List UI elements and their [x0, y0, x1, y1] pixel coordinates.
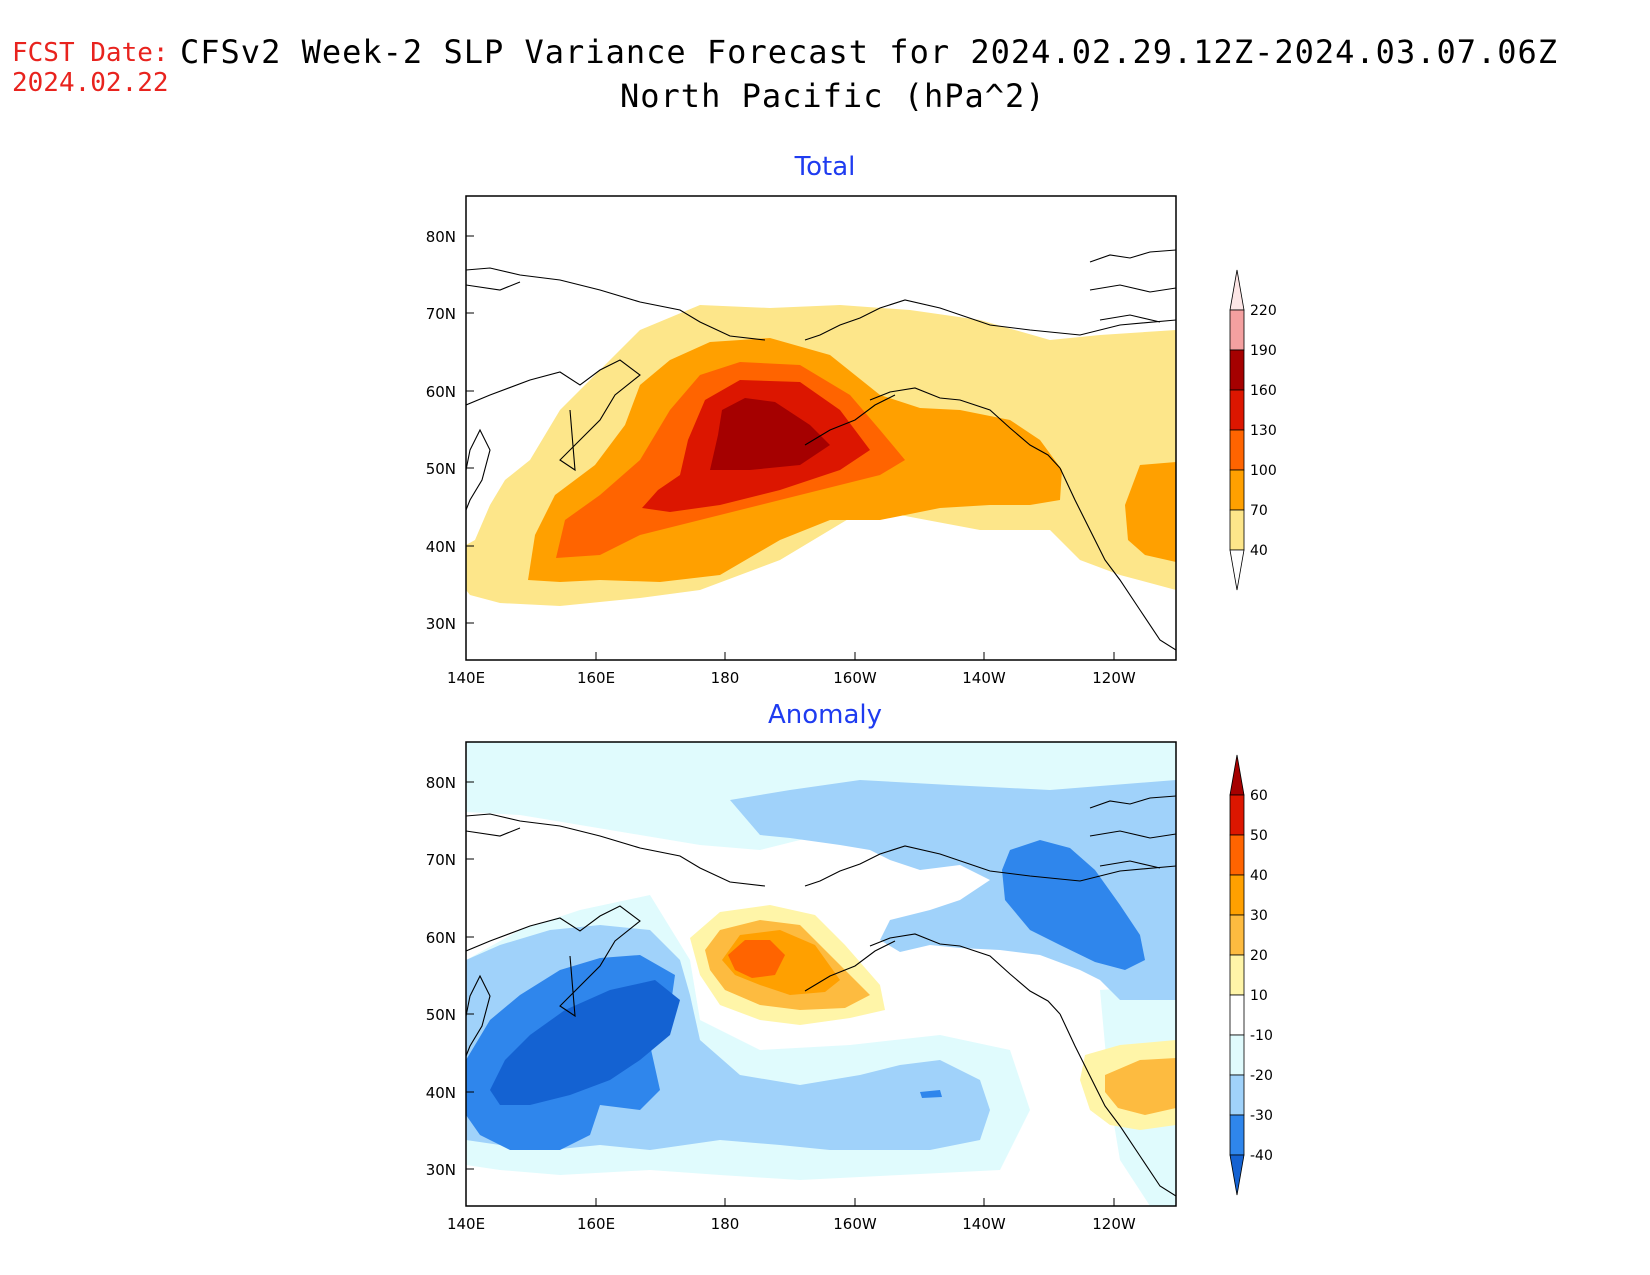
- colorbar-label: 50: [1250, 828, 1268, 844]
- colorbar-label: -30: [1250, 1108, 1273, 1124]
- lon-labels-total: 140E 160E 180 160W 140W 120W: [447, 669, 1136, 687]
- colorbar-label: -40: [1250, 1148, 1273, 1164]
- colorbar-swatch: [1229, 1074, 1245, 1116]
- lat-label: 70N: [426, 305, 456, 323]
- colorbar-swatch: [1229, 469, 1245, 511]
- colorbar-swatch: [1229, 1114, 1245, 1156]
- contour-total-160: [710, 398, 830, 470]
- figure-title: CFSv2 Week-2 SLP Variance Forecast for 2…: [180, 30, 1580, 118]
- lon-label: 140W: [962, 1215, 1006, 1233]
- lat-label: 30N: [426, 1161, 456, 1179]
- lat-label: 30N: [426, 615, 456, 633]
- lon-label: 160W: [833, 669, 877, 687]
- colorbar-label: 70: [1250, 503, 1268, 519]
- lon-label: 160E: [577, 1215, 615, 1233]
- forecast-date-value: 2024.02.22: [12, 68, 169, 98]
- title-line-1: CFSv2 Week-2 SLP Variance Forecast for 2…: [180, 33, 1559, 71]
- colorbar-label: 160: [1250, 383, 1277, 399]
- forecast-date-block: FCST Date: 2024.02.22: [12, 38, 169, 98]
- axis-ticks-anomaly: [465, 781, 1115, 1206]
- colorbar-label: 40: [1250, 543, 1268, 559]
- lon-label: 120W: [1092, 669, 1136, 687]
- colorbar-label: 20: [1250, 948, 1268, 964]
- lon-label: 140W: [962, 669, 1006, 687]
- colorbar-swatch: [1229, 509, 1245, 551]
- colorbar-swatch: [1229, 794, 1245, 836]
- lon-label: 140E: [447, 669, 485, 687]
- colorbar-label: -10: [1250, 1028, 1273, 1044]
- contour-anomaly-20-east: [1105, 1058, 1176, 1115]
- colorbar-swatch: [1229, 994, 1245, 1036]
- colorbar-swatch: [1229, 309, 1245, 351]
- panel-title-total: Total: [794, 152, 856, 182]
- colorbar-swatch: [1229, 874, 1245, 916]
- lat-labels-total: 80N 70N 60N 50N 40N 30N: [426, 228, 456, 633]
- colorbar-swatch: [1229, 549, 1245, 591]
- colorbar-swatch: [1229, 914, 1245, 956]
- colorbar-swatch: [1229, 954, 1245, 996]
- lat-label: 80N: [426, 774, 456, 792]
- lat-label: 40N: [426, 1084, 456, 1102]
- colorbar-label: 100: [1250, 463, 1277, 479]
- lon-label: 160E: [577, 669, 615, 687]
- lat-label: 70N: [426, 851, 456, 869]
- colorbar-swatch: [1229, 834, 1245, 876]
- contours-anomaly: [466, 742, 1176, 1206]
- lon-labels-anomaly: 140E 160E 180 160W 140W 120W: [447, 1215, 1136, 1233]
- contours-total: [466, 305, 1176, 606]
- colorbar-swatch: [1229, 389, 1245, 431]
- panel-title-anomaly: Anomaly: [767, 700, 883, 730]
- colorbar-labels-total: 220 190 160 130 100 70 40: [1250, 303, 1277, 559]
- colorbar-swatch: [1229, 754, 1245, 796]
- colorbar-label: 60: [1250, 788, 1268, 804]
- colorbar-label: 40: [1250, 868, 1268, 884]
- contour-anomaly-m30-east: [1002, 840, 1145, 970]
- colorbar-swatch: [1229, 429, 1245, 471]
- colorbar-label: 130: [1250, 423, 1277, 439]
- lat-labels-anomaly: 80N 70N 60N 50N 40N 30N: [426, 774, 456, 1179]
- colorbar-label: 30: [1250, 908, 1268, 924]
- contour-anomaly-m40-west: [490, 980, 680, 1105]
- map-panel-anomaly: 80N 70N 60N 50N 40N 30N 140E 160E 180 16…: [426, 741, 1273, 1233]
- contour-anomaly-40: [728, 940, 785, 978]
- lat-label: 40N: [426, 538, 456, 556]
- lat-label: 80N: [426, 228, 456, 246]
- map-panel-total: 80N 70N 60N 50N 40N 30N 140E 160E 180 16…: [426, 195, 1277, 687]
- colorbar-label: 220: [1250, 303, 1277, 319]
- colorbar-label: 10: [1250, 988, 1268, 1004]
- colorbar-labels-anomaly: 60 50 40 30 20 10 -10 -20 -30 -40: [1250, 788, 1273, 1164]
- colorbar-swatch: [1229, 1154, 1245, 1196]
- lon-label: 180: [711, 1215, 740, 1233]
- lon-label: 180: [711, 669, 740, 687]
- lon-label: 160W: [833, 1215, 877, 1233]
- colorbar-swatch: [1229, 269, 1245, 311]
- contour-anomaly-m30-spot: [920, 1090, 942, 1098]
- coastlines-anomaly: [466, 795, 1176, 1197]
- colorbar-anomaly: [1229, 754, 1245, 1196]
- coastlines-total: [466, 249, 1176, 651]
- colorbar-label: 190: [1250, 343, 1277, 359]
- forecast-date-label: FCST Date:: [12, 38, 169, 68]
- contour-total-70-east: [1125, 462, 1176, 562]
- colorbar-swatch: [1229, 1034, 1245, 1076]
- colorbar-total: [1229, 269, 1245, 591]
- colorbar-label: -20: [1250, 1068, 1273, 1084]
- lat-label: 50N: [426, 460, 456, 478]
- lat-label: 50N: [426, 1006, 456, 1024]
- lat-label: 60N: [426, 383, 456, 401]
- lon-label: 140E: [447, 1215, 485, 1233]
- lon-label: 120W: [1092, 1215, 1136, 1233]
- lat-label: 60N: [426, 929, 456, 947]
- title-line-2: North Pacific (hPa^2): [620, 77, 1046, 115]
- axis-ticks-total: [465, 235, 1115, 660]
- colorbar-swatch: [1229, 349, 1245, 391]
